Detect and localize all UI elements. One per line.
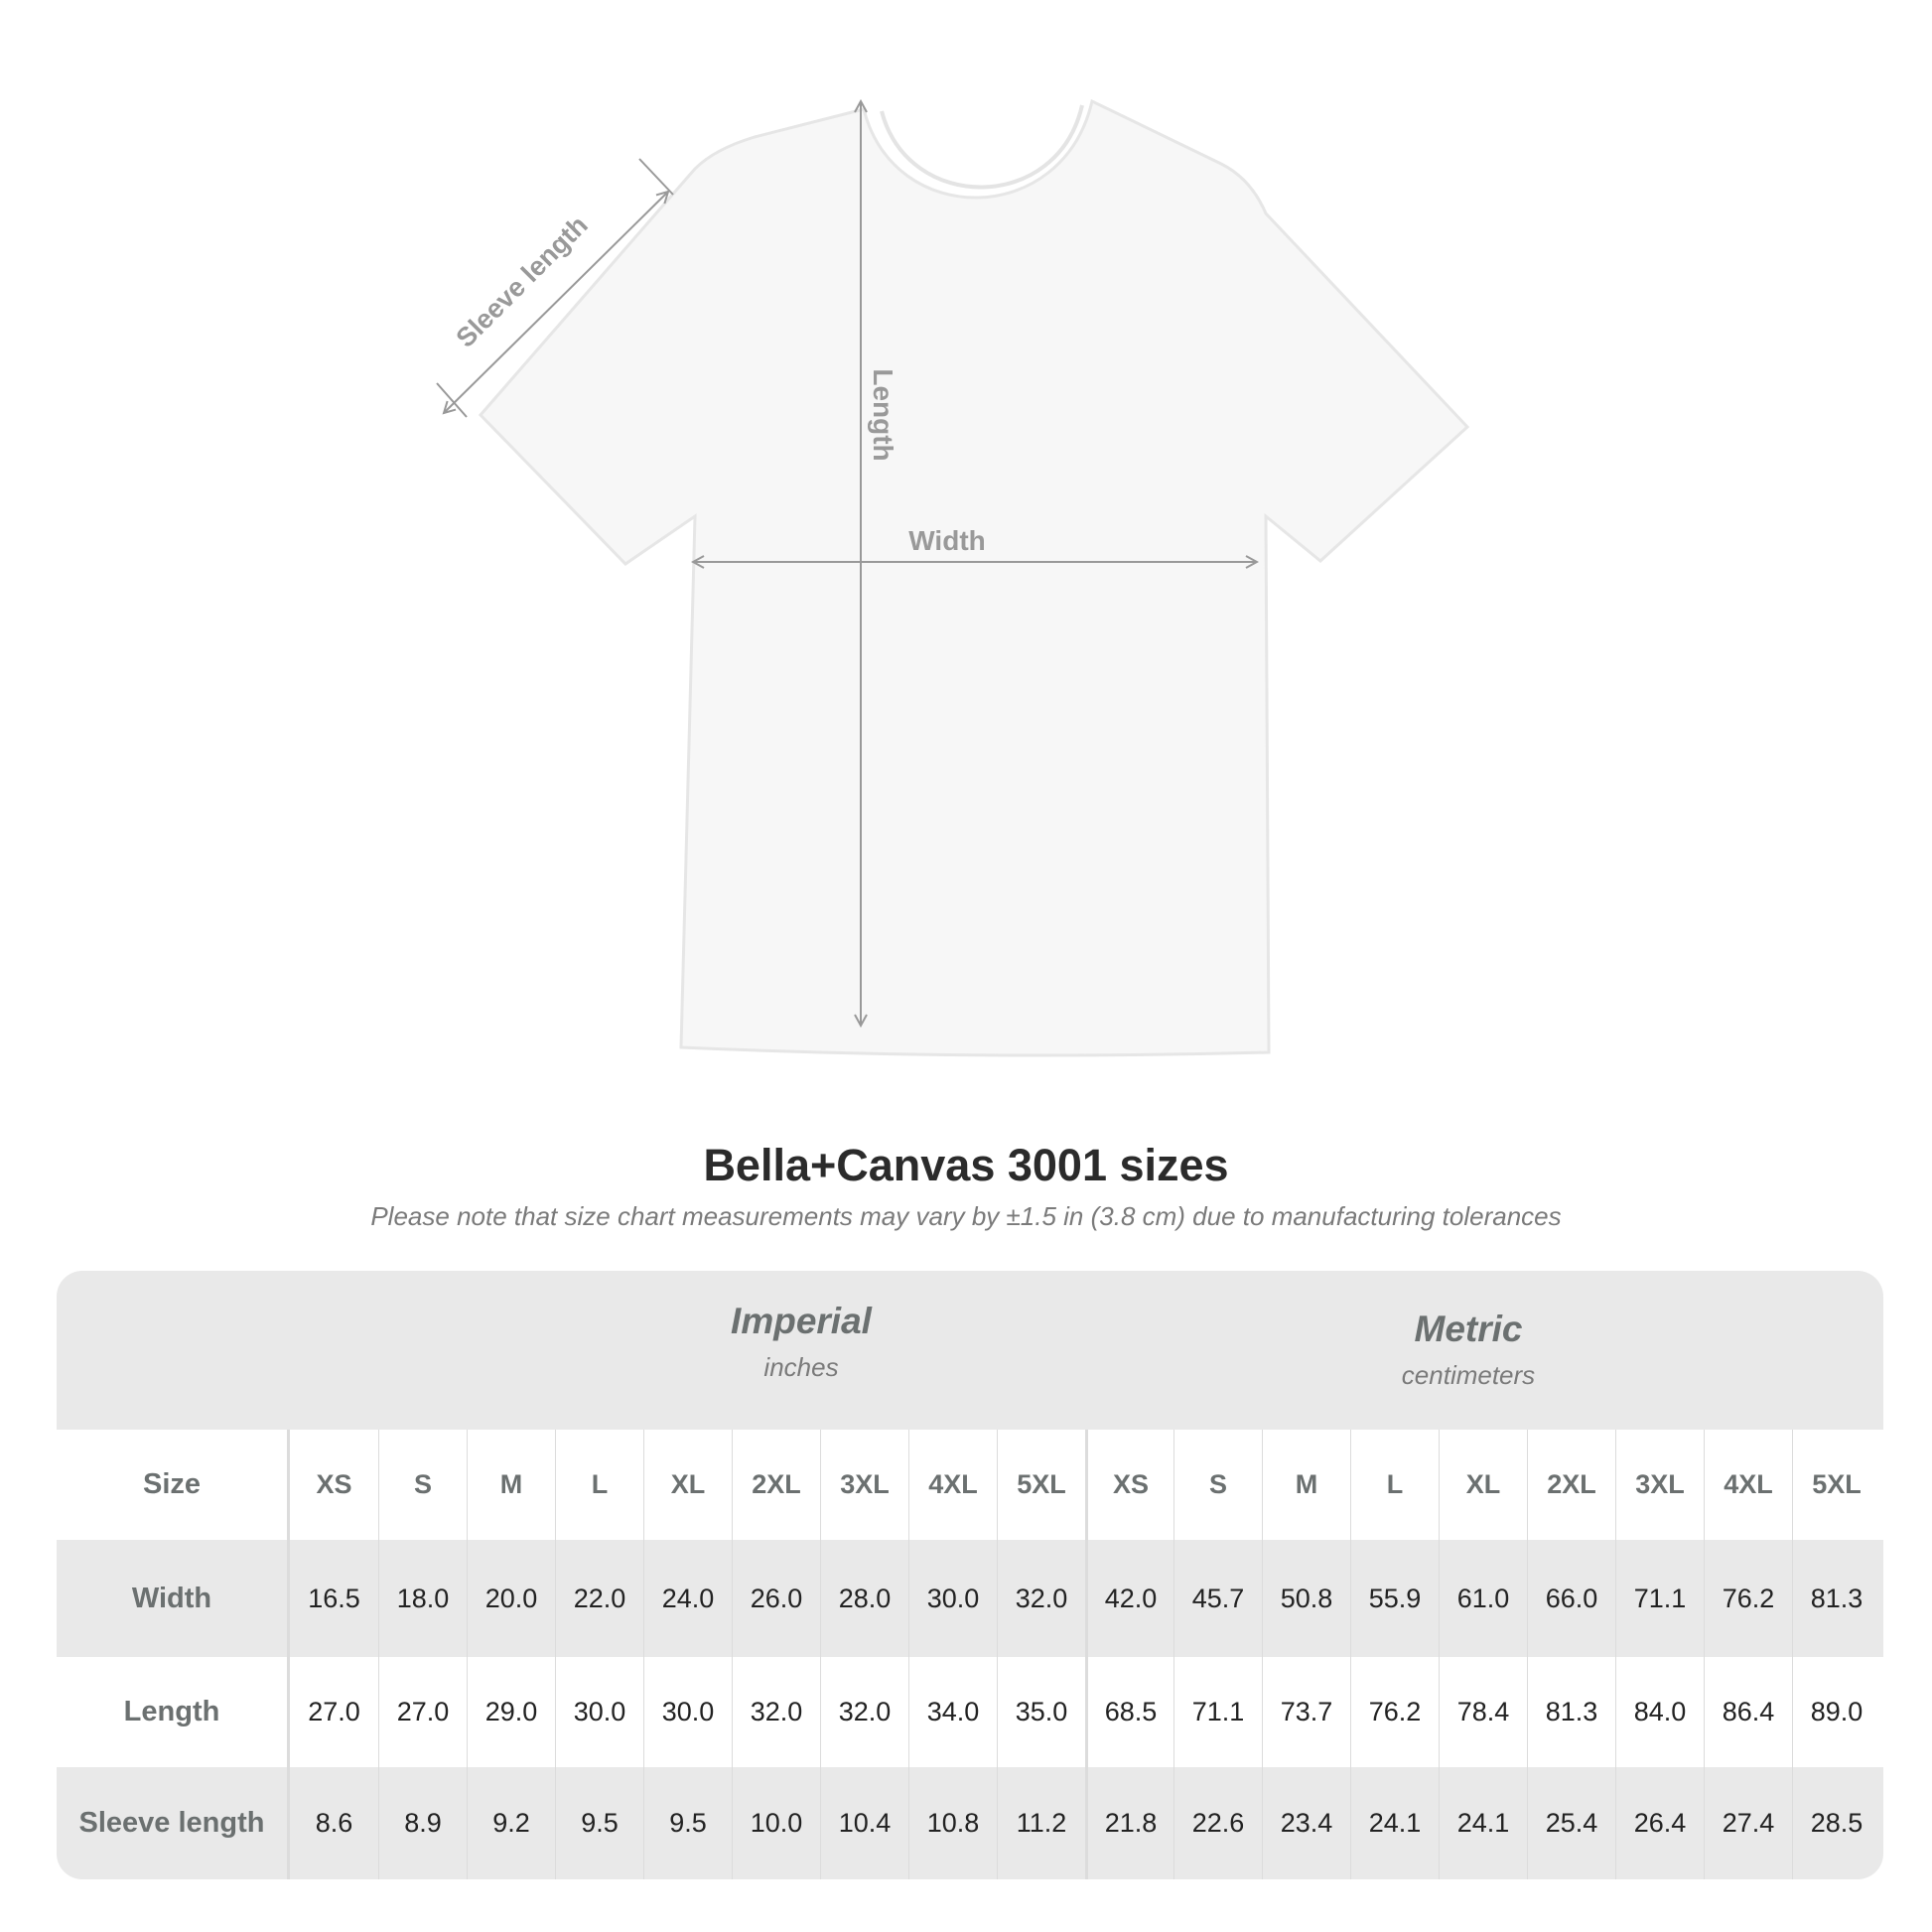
table-cell: 26.0 — [732, 1540, 820, 1657]
size-header-cell: 4XL — [1704, 1430, 1792, 1540]
metric-header: Metric centimeters — [1121, 1309, 1816, 1391]
table-cell: 61.0 — [1439, 1540, 1527, 1657]
table-cell: 9.5 — [555, 1767, 643, 1879]
table-cell: 10.4 — [820, 1767, 908, 1879]
table-cell: 78.4 — [1439, 1657, 1527, 1767]
table-cell: 21.8 — [1085, 1767, 1173, 1879]
row-label: Length — [57, 1657, 290, 1767]
table-cell: 18.0 — [378, 1540, 467, 1657]
table-cell: 24.1 — [1439, 1767, 1527, 1879]
size-header-cell: M — [467, 1430, 555, 1540]
table-cell: 8.9 — [378, 1767, 467, 1879]
size-header-cell: 5XL — [997, 1430, 1085, 1540]
tshirt-shape — [478, 98, 1470, 1057]
row-label: Width — [57, 1540, 290, 1657]
table-cell: 50.8 — [1262, 1540, 1350, 1657]
table-cell: 9.5 — [643, 1767, 732, 1879]
size-header-cell: M — [1262, 1430, 1350, 1540]
size-header-cell: XS — [316, 1469, 352, 1499]
size-header-cell: 4XL — [908, 1430, 997, 1540]
table-cell: 26.4 — [1615, 1767, 1704, 1879]
table-cell: 30.0 — [555, 1657, 643, 1767]
table-cell: 28.0 — [820, 1540, 908, 1657]
table-cell: 35.0 — [997, 1657, 1085, 1767]
table-cell: 8.6 — [315, 1808, 353, 1838]
table-cell: 24.1 — [1350, 1767, 1439, 1879]
imperial-unit: inches — [763, 1352, 839, 1382]
table-cell: 86.4 — [1704, 1657, 1792, 1767]
sleeve-arrow — [444, 192, 668, 413]
size-header-cell: 2XL — [1527, 1430, 1615, 1540]
size-table: Imperial inches Metric centimeters Size X… — [57, 1271, 1883, 1879]
width-label: Width — [908, 525, 986, 556]
size-header-cell: XL — [1439, 1430, 1527, 1540]
table-cell: 89.0 — [1792, 1657, 1880, 1767]
table-cell: 34.0 — [908, 1657, 997, 1767]
table-cell: 32.0 — [997, 1540, 1085, 1657]
units-header: Imperial inches Metric centimeters — [57, 1271, 1883, 1430]
table-row: Sleeve length 8.6 8.9 9.2 9.5 9.5 10.0 10.4 10.8… — [57, 1767, 1883, 1879]
size-header-cell: S — [1173, 1430, 1262, 1540]
row-label: Sleeve length — [57, 1767, 290, 1879]
table-cell: 27.0 — [378, 1657, 467, 1767]
table-row: Length 27.0 27.0 29.0 30.0 30.0 32.0 32.0 34.0 35… — [57, 1657, 1883, 1767]
table-cell: 10.0 — [732, 1767, 820, 1879]
table-cell: 73.7 — [1262, 1657, 1350, 1767]
length-label: Length — [868, 368, 898, 461]
imperial-header: Imperial inches — [454, 1301, 1149, 1383]
chart-title: Bella+Canvas 3001 sizes — [703, 1140, 1229, 1190]
table-cell: 81.3 — [1527, 1657, 1615, 1767]
table-cell: 32.0 — [820, 1657, 908, 1767]
size-header-cell: 3XL — [1615, 1430, 1704, 1540]
table-cell: 22.6 — [1173, 1767, 1262, 1879]
table-cell: 81.3 — [1792, 1540, 1880, 1657]
table-cell: 10.8 — [908, 1767, 997, 1879]
table-cell: 76.2 — [1350, 1657, 1439, 1767]
tolerance-note: Please note that size chart measurements… — [370, 1201, 1562, 1231]
table-cell: 55.9 — [1350, 1540, 1439, 1657]
table-cell: 71.1 — [1173, 1657, 1262, 1767]
table-cell: 28.5 — [1792, 1767, 1880, 1879]
table-cell: 30.0 — [908, 1540, 997, 1657]
table-cell: 66.0 — [1527, 1540, 1615, 1657]
size-header-cell: S — [378, 1430, 467, 1540]
size-header-row: Size XS S M L XL 2XL 3XL 4XL 5XL XS S M L XL 2XL 3XL 4XL 5… — [57, 1430, 1883, 1540]
table-cell: 27.0 — [308, 1697, 360, 1726]
table-cell: 42.0 — [1085, 1540, 1173, 1657]
table-cell: 29.0 — [467, 1657, 555, 1767]
table-cell: 76.2 — [1704, 1540, 1792, 1657]
table-cell: 32.0 — [732, 1657, 820, 1767]
tshirt-diagram: Sleeve length Length Width — [436, 98, 1470, 1057]
size-header-cell: XL — [643, 1430, 732, 1540]
table-cell: 30.0 — [643, 1657, 732, 1767]
metric-title: Metric — [1414, 1309, 1523, 1349]
table-cell: 27.4 — [1704, 1767, 1792, 1879]
table-cell: 84.0 — [1615, 1657, 1704, 1767]
table-cell: 71.1 — [1615, 1540, 1704, 1657]
metric-unit: centimeters — [1401, 1360, 1536, 1390]
size-header-cell: 3XL — [820, 1430, 908, 1540]
table-cell: 45.7 — [1173, 1540, 1262, 1657]
table-cell: 20.0 — [467, 1540, 555, 1657]
row-label: Size — [57, 1430, 290, 1540]
table-cell: 24.0 — [643, 1540, 732, 1657]
table-cell: 11.2 — [997, 1767, 1085, 1879]
imperial-title: Imperial — [731, 1301, 872, 1341]
size-header-cell: 2XL — [732, 1430, 820, 1540]
size-header-cell: XS — [1085, 1430, 1173, 1540]
table-cell: 22.0 — [555, 1540, 643, 1657]
table-cell: 9.2 — [467, 1767, 555, 1879]
size-header-cell: L — [555, 1430, 643, 1540]
size-header-cell: 5XL — [1792, 1430, 1880, 1540]
table-cell: 16.5 — [308, 1583, 360, 1613]
table-cell: 23.4 — [1262, 1767, 1350, 1879]
table-cell: 25.4 — [1527, 1767, 1615, 1879]
table-row: Width 16.5 18.0 20.0 22.0 24.0 26.0 28.0 30.0 32.… — [57, 1540, 1883, 1657]
table-cell: 68.5 — [1085, 1657, 1173, 1767]
size-header-cell: L — [1350, 1430, 1439, 1540]
